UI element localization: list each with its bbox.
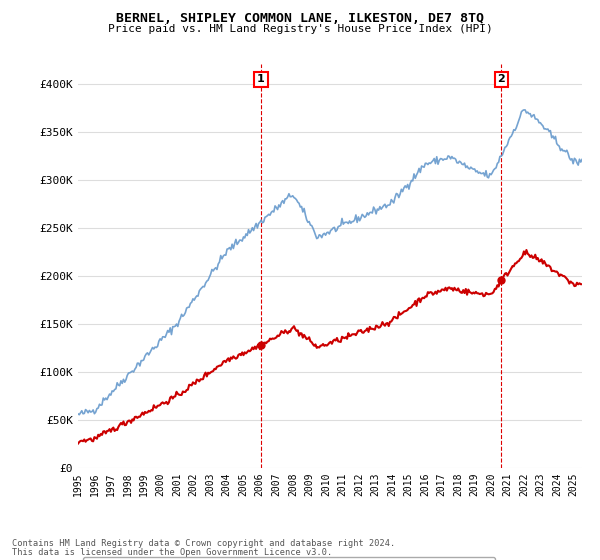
Text: 1: 1 bbox=[257, 74, 265, 85]
Text: This data is licensed under the Open Government Licence v3.0.: This data is licensed under the Open Gov… bbox=[12, 548, 332, 557]
Text: BERNEL, SHIPLEY COMMON LANE, ILKESTON, DE7 8TQ: BERNEL, SHIPLEY COMMON LANE, ILKESTON, D… bbox=[116, 12, 484, 25]
Legend: BERNEL, SHIPLEY COMMON LANE, ILKESTON, DE7 8TQ (detached house), HPI: Average pr: BERNEL, SHIPLEY COMMON LANE, ILKESTON, D… bbox=[83, 557, 495, 560]
Text: Price paid vs. HM Land Registry's House Price Index (HPI): Price paid vs. HM Land Registry's House … bbox=[107, 24, 493, 34]
Text: 2: 2 bbox=[497, 74, 505, 85]
Text: Contains HM Land Registry data © Crown copyright and database right 2024.: Contains HM Land Registry data © Crown c… bbox=[12, 539, 395, 548]
